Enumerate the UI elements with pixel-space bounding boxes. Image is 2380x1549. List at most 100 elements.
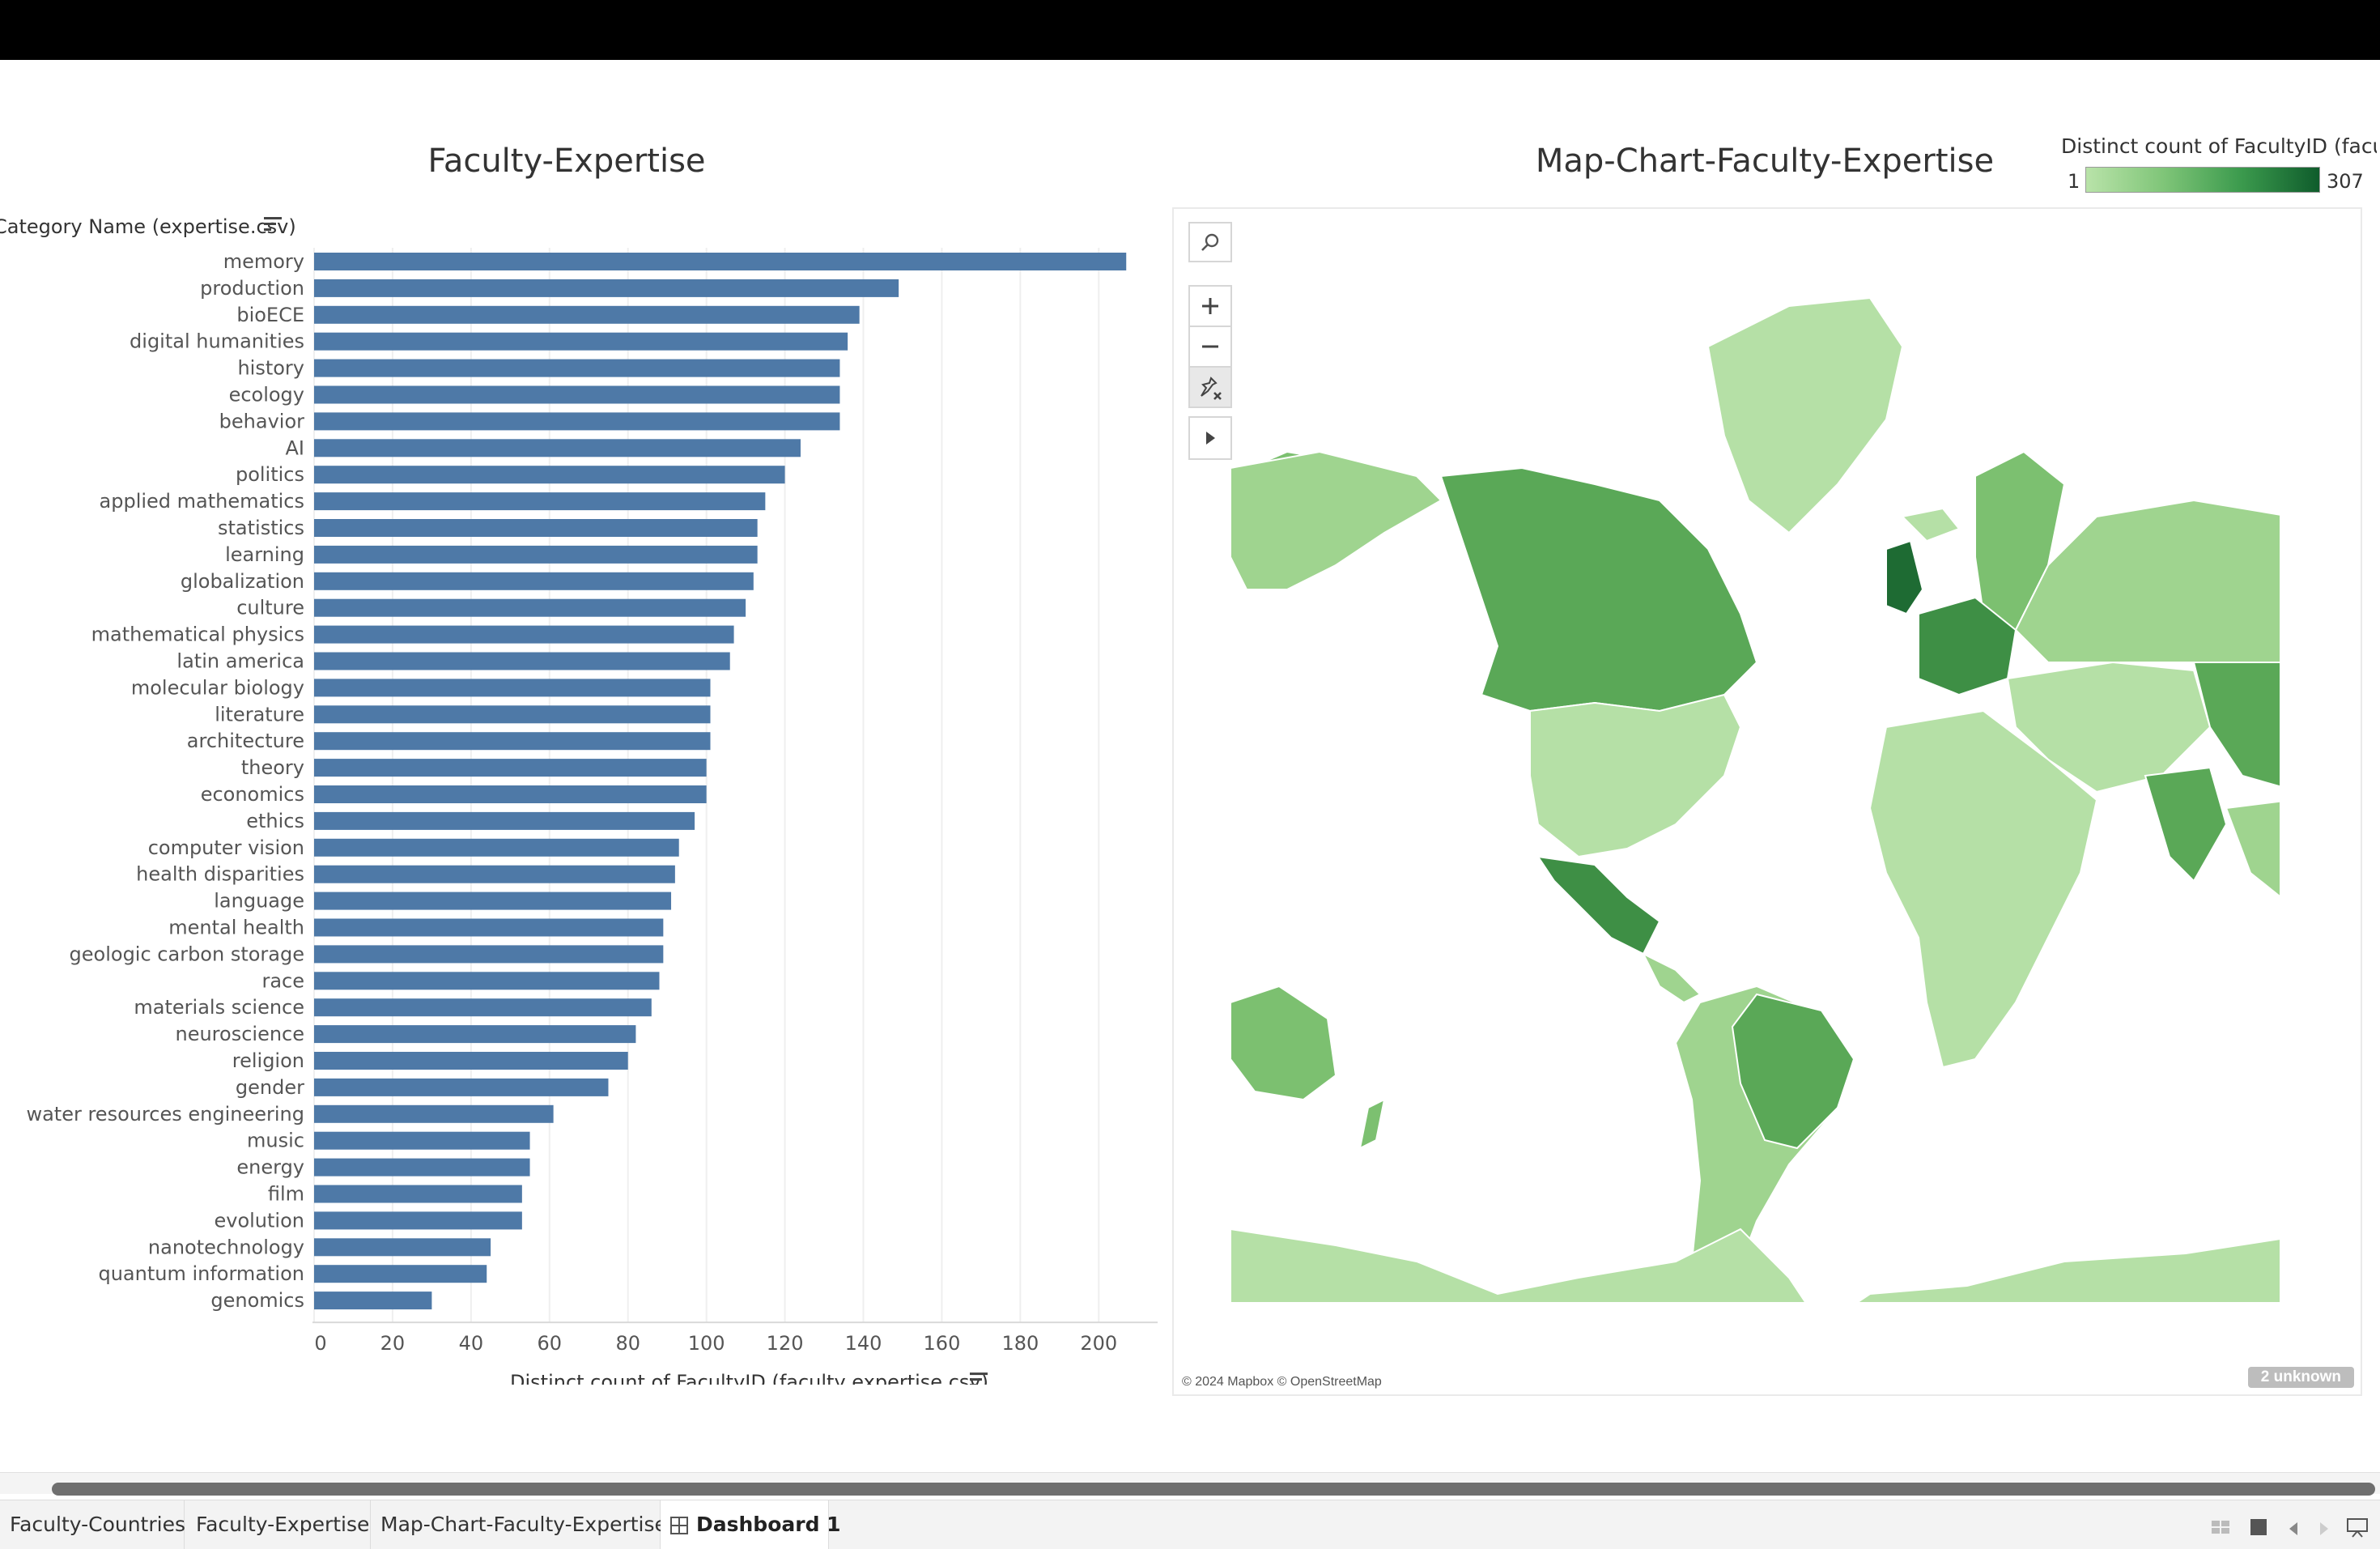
bar[interactable] xyxy=(314,1265,487,1283)
map-right-mask xyxy=(2280,209,2361,1394)
bar[interactable] xyxy=(314,519,758,537)
category-label: music xyxy=(247,1130,304,1152)
map-region-iceland xyxy=(1900,507,1961,543)
bar[interactable] xyxy=(314,1104,554,1123)
category-label: culture xyxy=(236,597,304,619)
bar[interactable] xyxy=(314,253,1127,270)
bar[interactable] xyxy=(314,1292,432,1310)
map-reset-button[interactable] xyxy=(1188,366,1232,408)
bar[interactable] xyxy=(314,625,734,644)
tab-faculty-expertise[interactable]: Faculty-Expertise xyxy=(186,1500,371,1549)
category-label: theory xyxy=(241,756,304,779)
next-sheet-icon[interactable] xyxy=(2317,1518,2331,1539)
axis-sort-icon[interactable] xyxy=(970,1372,988,1385)
bar[interactable] xyxy=(314,545,758,564)
bar[interactable] xyxy=(314,359,840,377)
category-label: materials science xyxy=(134,996,304,1019)
world-map[interactable] xyxy=(1174,209,2361,1394)
bar[interactable] xyxy=(314,1238,491,1257)
tab-map-chart-faculty-expertise[interactable]: Map-Chart-Faculty-Expertise xyxy=(371,1500,667,1549)
map-search-button[interactable] xyxy=(1188,222,1232,262)
x-tick-label: 100 xyxy=(688,1332,725,1355)
bar[interactable] xyxy=(314,572,754,590)
search-icon xyxy=(1201,233,1219,251)
bar[interactable] xyxy=(314,466,785,484)
category-label: mental health xyxy=(168,917,304,939)
map-legend-max: 307 xyxy=(2327,170,2364,193)
bar[interactable] xyxy=(314,332,848,351)
bar[interactable] xyxy=(314,1078,609,1096)
category-label: architecture xyxy=(187,730,304,752)
map-legend-title: Distinct count of FacultyID (facu.. xyxy=(2061,134,2377,158)
bar[interactable] xyxy=(314,1158,530,1177)
category-label: globalization xyxy=(181,570,304,593)
map-expand-toolbar-button[interactable] xyxy=(1188,416,1232,460)
tab-faculty-countries[interactable]: Faculty-Countries xyxy=(0,1500,185,1549)
category-label: production xyxy=(200,277,304,300)
zoom-out-icon xyxy=(1202,345,1218,348)
top-black-bar xyxy=(0,0,2380,60)
bar[interactable] xyxy=(314,945,664,964)
category-label: memory xyxy=(223,250,304,273)
category-label: politics xyxy=(236,463,304,486)
map-zoom-in-button[interactable] xyxy=(1188,285,1232,327)
map-bottom-mask xyxy=(1174,1302,2361,1394)
bar[interactable] xyxy=(314,998,652,1017)
bar[interactable] xyxy=(314,598,746,617)
show-sheets-icon[interactable] xyxy=(2210,1517,2233,1538)
horizontal-scrollbar-thumb[interactable] xyxy=(52,1483,2375,1496)
show-filmstrip-icon[interactable] xyxy=(2249,1517,2268,1538)
bar[interactable] xyxy=(314,838,679,857)
bar[interactable] xyxy=(314,892,672,910)
bar[interactable] xyxy=(314,865,675,883)
bar[interactable] xyxy=(314,811,695,830)
x-tick-label: 180 xyxy=(1001,1332,1039,1355)
bar[interactable] xyxy=(314,1211,522,1230)
bar[interactable] xyxy=(314,1025,636,1044)
category-label: neuroscience xyxy=(175,1023,304,1045)
category-label: literature xyxy=(215,703,304,726)
map-legend-min: 1 xyxy=(2068,170,2080,193)
bar[interactable] xyxy=(314,305,860,324)
map-legend-color-ramp xyxy=(2085,167,2320,193)
category-label: religion xyxy=(232,1049,304,1072)
map-panel[interactable]: © 2024 Mapbox © OpenStreetMap 2 unknown xyxy=(1172,207,2362,1396)
bar[interactable] xyxy=(314,439,801,457)
row-header-label: Category Name (expertise.csv) xyxy=(0,215,296,238)
bar[interactable] xyxy=(314,732,711,751)
category-label: latin america xyxy=(176,650,304,673)
bar[interactable] xyxy=(314,652,730,670)
bar[interactable] xyxy=(314,785,707,803)
bar[interactable] xyxy=(314,1185,522,1203)
bar[interactable] xyxy=(314,705,711,724)
tab-dashboard-1[interactable]: Dashboard 1 xyxy=(661,1500,841,1549)
category-label: race xyxy=(261,969,304,992)
category-label: health disparities xyxy=(136,863,304,886)
bar[interactable] xyxy=(314,412,840,431)
bar[interactable] xyxy=(314,972,660,990)
bar[interactable] xyxy=(314,1052,628,1070)
map-region-brazil xyxy=(1731,993,1855,1150)
category-label: energy xyxy=(236,1156,304,1179)
x-tick-label: 20 xyxy=(380,1332,406,1355)
bar[interactable] xyxy=(314,918,664,937)
map-credit: © 2024 Mapbox © OpenStreetMap xyxy=(1182,1375,1382,1389)
bar[interactable] xyxy=(314,492,766,511)
sort-icon[interactable] xyxy=(264,217,282,231)
bar[interactable] xyxy=(314,1131,530,1150)
unknown-badge[interactable]: 2 unknown xyxy=(2247,1367,2354,1388)
bar-chart: Category Name (expertise.csv) memory produ… xyxy=(0,215,1158,1385)
category-label: ethics xyxy=(246,810,304,832)
bar[interactable] xyxy=(314,679,711,697)
map-region-new-zealand xyxy=(1358,1098,1386,1150)
map-zoom-out-button[interactable] xyxy=(1188,326,1232,368)
category-label: AI xyxy=(286,436,305,459)
category-label: nanotechnology xyxy=(148,1236,304,1258)
zoom-in-icon xyxy=(1202,298,1218,314)
bar[interactable] xyxy=(314,385,840,404)
category-label: bioECE xyxy=(236,304,304,326)
previous-sheet-icon[interactable] xyxy=(2286,1518,2301,1539)
presentation-mode-icon[interactable] xyxy=(2346,1517,2370,1538)
bar[interactable] xyxy=(314,279,899,297)
bar[interactable] xyxy=(314,759,707,777)
